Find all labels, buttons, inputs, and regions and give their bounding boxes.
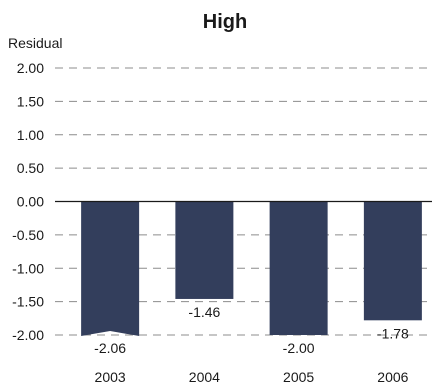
bar-2003 [81, 201, 140, 336]
y-tick-label: -1.50 [12, 294, 44, 310]
y-tick-label: 1.50 [17, 93, 44, 109]
y-tick-label: -0.50 [12, 227, 44, 243]
y-tick-labels: 2.00 1.50 1.00 0.50 0.00 -0.50 -1.00 -1.50 -2.00 [12, 60, 44, 343]
bar-2005 [269, 201, 328, 335]
x-tick-label-2003: 2003 [95, 369, 126, 385]
data-labels: -2.06 -1.46 -2.00 -1.78 [94, 304, 409, 356]
bar-2006 [363, 201, 422, 321]
x-tick-label-2006: 2006 [377, 369, 408, 385]
data-label-2003: -2.06 [94, 340, 126, 356]
data-label-2006: -1.78 [377, 325, 409, 341]
y-tick-label: -2.00 [12, 327, 44, 343]
y-tick-label: -1.00 [12, 260, 44, 276]
chart-title: High [203, 11, 247, 33]
y-tick-label: 0.50 [17, 160, 44, 176]
x-tick-labels: 2003 2004 2005 2006 [95, 369, 409, 385]
y-tick-label: 2.00 [17, 60, 44, 76]
y-axis-label: Residual [8, 35, 62, 51]
data-label-2004: -1.46 [188, 304, 220, 320]
y-tick-label: 0.00 [17, 194, 44, 210]
data-label-2005: -2.00 [283, 340, 315, 356]
x-tick-label-2004: 2004 [189, 369, 220, 385]
bar-2004 [175, 201, 234, 299]
y-tick-label: 1.00 [17, 127, 44, 143]
x-tick-label-2005: 2005 [283, 369, 314, 385]
bars [81, 201, 422, 336]
